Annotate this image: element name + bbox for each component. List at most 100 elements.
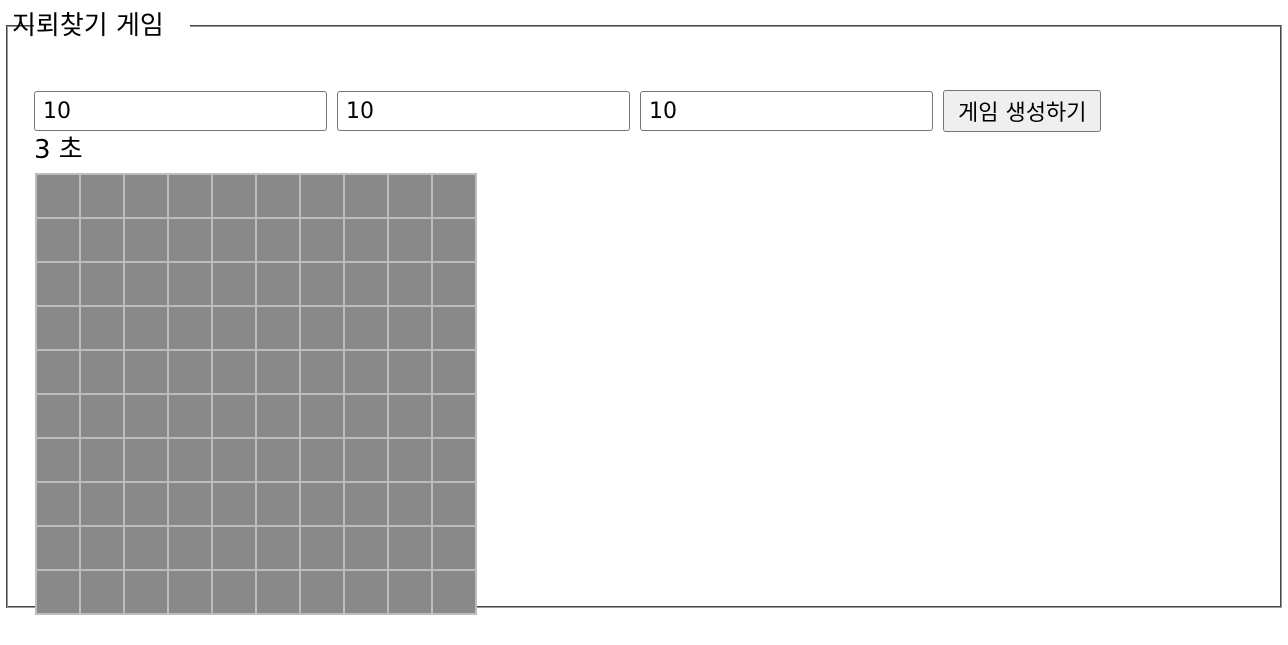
board-cell[interactable]	[35, 437, 81, 483]
board-cell[interactable]	[79, 525, 125, 571]
board-cell[interactable]	[79, 217, 125, 263]
board-cell[interactable]	[35, 525, 81, 571]
board-cell[interactable]	[343, 569, 389, 615]
board-cell[interactable]	[123, 305, 169, 351]
board-cell[interactable]	[387, 481, 433, 527]
board-cell[interactable]	[255, 525, 301, 571]
board-cell[interactable]	[299, 305, 345, 351]
board-cell[interactable]	[123, 481, 169, 527]
board-cell[interactable]	[343, 217, 389, 263]
rows-input[interactable]	[34, 91, 327, 131]
cols-input[interactable]	[337, 91, 630, 131]
board-cell[interactable]	[123, 437, 169, 483]
board-cell[interactable]	[79, 261, 125, 307]
board-cell[interactable]	[299, 261, 345, 307]
board-cell[interactable]	[79, 437, 125, 483]
board-cell[interactable]	[387, 173, 433, 219]
board-cell[interactable]	[431, 217, 477, 263]
board-cell[interactable]	[79, 393, 125, 439]
board-cell[interactable]	[299, 569, 345, 615]
board-cell[interactable]	[255, 437, 301, 483]
board-cell[interactable]	[431, 569, 477, 615]
board-cell[interactable]	[343, 525, 389, 571]
board-cell[interactable]	[255, 569, 301, 615]
board-cell[interactable]	[431, 525, 477, 571]
board-cell[interactable]	[211, 261, 257, 307]
board-cell[interactable]	[123, 261, 169, 307]
board-cell[interactable]	[255, 481, 301, 527]
board-cell[interactable]	[211, 173, 257, 219]
board-cell[interactable]	[299, 525, 345, 571]
board-cell[interactable]	[387, 305, 433, 351]
board-cell[interactable]	[431, 393, 477, 439]
board-cell[interactable]	[387, 569, 433, 615]
board-cell[interactable]	[255, 173, 301, 219]
board-cell[interactable]	[211, 217, 257, 263]
board-cell[interactable]	[211, 569, 257, 615]
board-cell[interactable]	[431, 349, 477, 395]
board-cell[interactable]	[123, 525, 169, 571]
board-cell[interactable]	[299, 173, 345, 219]
board-cell[interactable]	[299, 437, 345, 483]
board-cell[interactable]	[167, 261, 213, 307]
board-cell[interactable]	[211, 393, 257, 439]
board-cell[interactable]	[343, 261, 389, 307]
board-cell[interactable]	[123, 217, 169, 263]
board-cell[interactable]	[255, 217, 301, 263]
board-cell[interactable]	[343, 437, 389, 483]
board-cell[interactable]	[123, 173, 169, 219]
board-cell[interactable]	[79, 569, 125, 615]
board-cell[interactable]	[123, 349, 169, 395]
board-cell[interactable]	[431, 261, 477, 307]
board-cell[interactable]	[255, 261, 301, 307]
board-cell[interactable]	[211, 305, 257, 351]
board-cell[interactable]	[79, 481, 125, 527]
board-cell[interactable]	[343, 481, 389, 527]
board-cell[interactable]	[167, 393, 213, 439]
board-cell[interactable]	[123, 393, 169, 439]
board-cell[interactable]	[79, 305, 125, 351]
board-cell[interactable]	[299, 349, 345, 395]
board-cell[interactable]	[167, 437, 213, 483]
board-cell[interactable]	[167, 525, 213, 571]
board-cell[interactable]	[79, 349, 125, 395]
board-cell[interactable]	[167, 305, 213, 351]
board-cell[interactable]	[343, 393, 389, 439]
create-game-button[interactable]: 게임 생성하기	[943, 90, 1102, 132]
board-cell[interactable]	[431, 305, 477, 351]
board-cell[interactable]	[167, 173, 213, 219]
board-cell[interactable]	[35, 261, 81, 307]
board-cell[interactable]	[211, 525, 257, 571]
board-cell[interactable]	[35, 305, 81, 351]
board-cell[interactable]	[431, 437, 477, 483]
board-cell[interactable]	[255, 349, 301, 395]
board-cell[interactable]	[167, 349, 213, 395]
board-cell[interactable]	[35, 393, 81, 439]
board-cell[interactable]	[211, 481, 257, 527]
board-cell[interactable]	[299, 481, 345, 527]
board-cell[interactable]	[431, 173, 477, 219]
board-cell[interactable]	[35, 481, 81, 527]
board-cell[interactable]	[35, 217, 81, 263]
board-cell[interactable]	[211, 437, 257, 483]
board-cell[interactable]	[387, 217, 433, 263]
mines-input[interactable]	[640, 91, 933, 131]
board-cell[interactable]	[255, 393, 301, 439]
board-cell[interactable]	[211, 349, 257, 395]
board-cell[interactable]	[387, 261, 433, 307]
board-cell[interactable]	[35, 349, 81, 395]
board-cell[interactable]	[387, 349, 433, 395]
board-cell[interactable]	[343, 173, 389, 219]
board-cell[interactable]	[343, 349, 389, 395]
board-cell[interactable]	[35, 173, 81, 219]
board-cell[interactable]	[387, 437, 433, 483]
board-cell[interactable]	[299, 393, 345, 439]
board-cell[interactable]	[343, 305, 389, 351]
board-cell[interactable]	[35, 569, 81, 615]
board-cell[interactable]	[255, 305, 301, 351]
board-cell[interactable]	[387, 393, 433, 439]
board-cell[interactable]	[123, 569, 169, 615]
board-cell[interactable]	[79, 173, 125, 219]
board-cell[interactable]	[167, 481, 213, 527]
board-cell[interactable]	[299, 217, 345, 263]
